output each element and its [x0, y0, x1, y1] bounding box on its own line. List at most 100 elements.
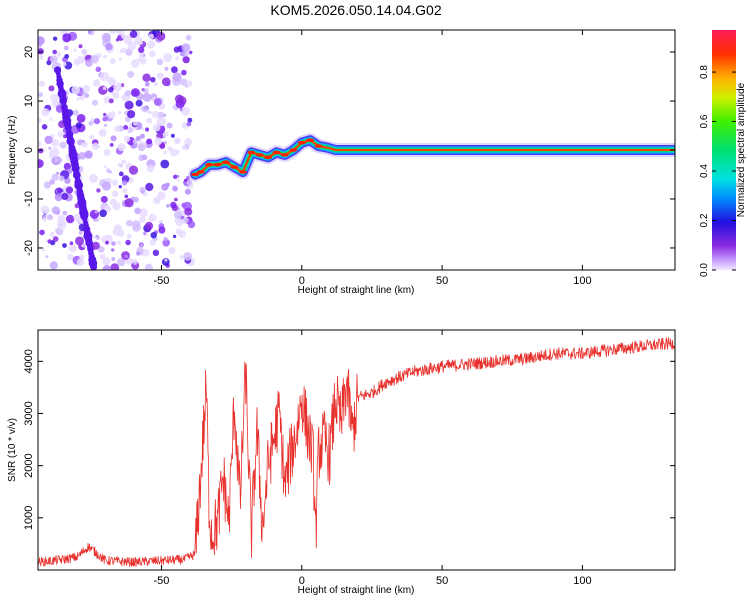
spectrogram-noise-blob [141, 127, 145, 131]
spectrogram-noise-blob [56, 52, 62, 57]
spectrogram-noise-blob [163, 53, 173, 63]
spectrogram-noise-blob [93, 235, 97, 239]
spectrogram-noise-blob [184, 188, 191, 195]
spectrogram-noise-blob [131, 88, 140, 97]
spectrogram-noise-blob [177, 96, 187, 106]
spectrogram-noise-blob [164, 258, 168, 262]
spectrogram-noise-blob [103, 149, 111, 157]
spectrogram-noise-blob [137, 141, 147, 151]
snr-y-label: SNR (10 * v/v) [7, 418, 18, 482]
spectrogram-noise-blob [181, 202, 187, 208]
colorbar-ticks: 0.0 0.2 0.4 0.6 0.8 [699, 65, 736, 277]
spectrogram-noise-blobs [38, 30, 196, 270]
spectrogram-noise-blob [59, 141, 67, 149]
spectrogram-noise-blob [117, 143, 126, 152]
spectrogram-noise-blob [41, 108, 50, 117]
spectrogram-noise-blob [39, 55, 44, 60]
spectrogram-noise-blob [169, 148, 178, 157]
spectrogram-noise-blob [172, 186, 178, 192]
spectrogram-x-tick-label: 100 [573, 275, 591, 287]
snr-x-tick-label: 50 [436, 575, 448, 587]
spectrogram-noise-blob [119, 49, 124, 53]
spectrogram-noise-blob [127, 110, 136, 119]
spectrogram-noise-blob [142, 154, 148, 160]
spectrogram-noise-blob [141, 88, 145, 92]
spectrogram-noise-blob [76, 114, 86, 123]
spectrogram-noise-blob [163, 113, 167, 117]
spectrogram-noise-blob [166, 122, 173, 129]
spectrogram-noise-blob [103, 54, 108, 59]
spectrogram-noise-blob [158, 226, 166, 234]
spectrogram-noise-blob [184, 51, 189, 57]
snr-x-ticks: -50 0 50 100 [154, 330, 592, 587]
spectrogram-noise-blob [89, 134, 95, 140]
spectrogram-noise-blob [187, 220, 196, 229]
spectrogram-noise-blob [99, 209, 107, 218]
spectrogram-noise-blob [144, 81, 150, 87]
spectrogram-noise-blob [133, 196, 139, 203]
spectrogram-noise-blob [112, 228, 121, 236]
spectrogram-x-label: Height of straight line (km) [298, 285, 415, 296]
spectrogram-ridge-core [297, 140, 306, 145]
figure-title: KOM5.2026.050.14.04.G02 [270, 2, 441, 18]
spectrogram-noise-blob [102, 116, 108, 122]
spectrogram-noise-blob [134, 207, 142, 215]
spectrogram-noise-blob [120, 33, 126, 39]
spectrogram-noise-blob [55, 209, 61, 215]
spectrogram-noise-blob [38, 92, 44, 98]
snr-y-ticks: 1000 2000 3000 4000 [23, 349, 675, 530]
spectrogram-noise-blob [121, 159, 127, 165]
spectrogram-noise-blob [134, 36, 143, 46]
spectrogram-noise-blob [132, 258, 137, 263]
spectrogram-noise-blob [184, 207, 193, 216]
spectrogram-noise-blob [124, 254, 128, 258]
spectrogram-noise-blob [91, 99, 98, 106]
spectrogram-noise-blob [170, 133, 175, 138]
spectrogram-noise-blob [179, 255, 184, 260]
spectrogram-noise-blob [126, 233, 132, 239]
spectrogram-noise-blob [48, 150, 54, 156]
spectrogram-y-ticks: -20 -10 0 10 20 [23, 46, 675, 256]
spectrogram-noise-blob [124, 198, 134, 208]
spectrogram-noise-blob [48, 85, 55, 92]
spectrogram-noise-blob [104, 123, 107, 127]
spectrogram-noise-blob [102, 86, 107, 91]
spectrogram-noise-blob [93, 118, 101, 125]
spectrogram-noise-blob [144, 221, 154, 230]
spectrogram-noise-blob [127, 71, 135, 78]
spectrogram-noise-streak [91, 267, 97, 270]
spectrogram-noise-blob [148, 110, 152, 115]
snr-x-tick-label: 0 [299, 575, 305, 587]
colorbar-gradient [712, 30, 736, 270]
spectrogram-noise-blob [181, 69, 187, 76]
spectrogram-noise-blob [48, 146, 52, 150]
spectrogram-noise-blob [84, 150, 93, 159]
spectrogram-noise-blob [132, 139, 138, 145]
spectrogram-noise-blob [110, 135, 117, 142]
spectrogram-noise-blob [150, 232, 157, 239]
spectrogram-noise-blob [52, 49, 57, 55]
snr-x-tick-label: -50 [154, 575, 170, 587]
spectrogram-noise-blob [159, 143, 166, 149]
spectrogram-noise-blob [118, 111, 122, 115]
spectrogram-noise-blob [39, 80, 45, 87]
spectrogram-noise-blob [139, 243, 144, 248]
spectrogram-noise-blob [142, 73, 151, 82]
spectrogram-noise-blob [62, 243, 67, 248]
spectrogram-noise-blob [111, 256, 116, 262]
spectrogram-noise-blob [38, 117, 42, 124]
spectrogram-noise-blob [136, 251, 141, 256]
spectrogram-y-tick-label: -10 [23, 191, 35, 207]
spectrogram-noise-blob [105, 43, 113, 51]
spectrogram-noise-blob [47, 214, 54, 220]
spectrogram-noise-blob [101, 130, 106, 135]
spectrogram-noise-blob [108, 98, 114, 104]
spectrogram-noise-blob [145, 182, 154, 192]
spectrogram-noise-blob [170, 201, 177, 209]
spectrogram-noise-blob [122, 188, 128, 194]
snr-x-tick-label: 100 [573, 575, 591, 587]
spectrogram-noise-blob [156, 58, 164, 66]
spectrogram-noise-blob [79, 90, 84, 95]
spectrogram-noise-blob [111, 179, 119, 187]
spectrogram-noise-blob [116, 82, 122, 87]
